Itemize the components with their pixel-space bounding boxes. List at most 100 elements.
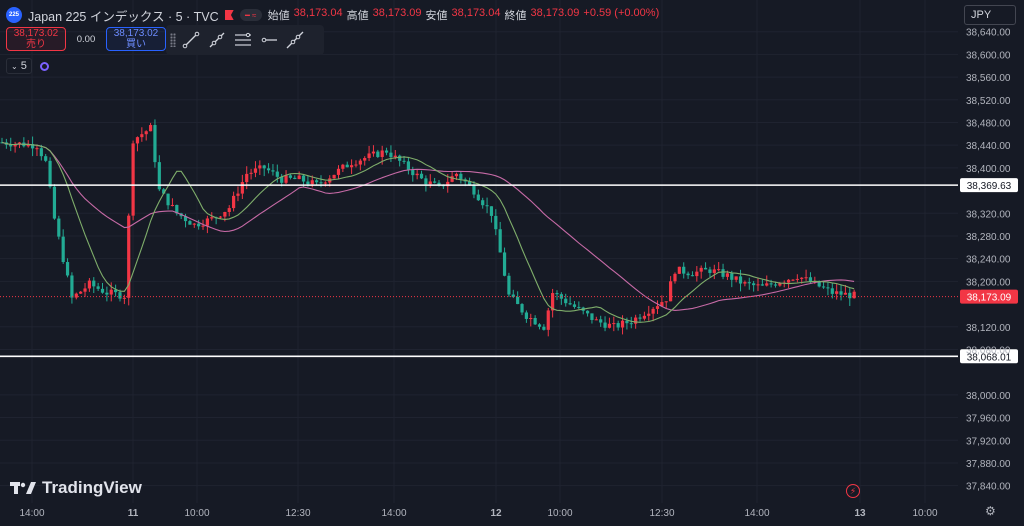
candle-body — [502, 252, 507, 276]
candle-body — [258, 165, 262, 169]
candle-body — [485, 205, 489, 207]
candle-body — [253, 168, 258, 173]
candle-body — [402, 160, 406, 162]
candle-body — [620, 320, 625, 328]
candle-body — [79, 291, 83, 294]
candle-body — [511, 294, 515, 297]
horizontal-line-label: 38,369.63 — [967, 181, 1012, 192]
candle-body — [459, 173, 463, 180]
candle-body — [730, 273, 734, 280]
candle-body — [472, 185, 476, 195]
candle-body — [114, 289, 118, 293]
candle-body — [240, 182, 244, 194]
candle-body — [183, 216, 188, 222]
low-label: 安値 — [425, 10, 448, 22]
candle-body — [717, 269, 721, 271]
y-axis-tick-label: 38,560.00 — [966, 73, 1011, 84]
candle-body — [332, 174, 336, 179]
ray-icon[interactable] — [206, 29, 228, 51]
candle-body — [594, 319, 598, 321]
candle-body — [249, 172, 253, 174]
candle-body — [166, 193, 170, 206]
candle-body — [44, 156, 48, 161]
candle-body — [778, 283, 782, 286]
symbol-logo[interactable]: 225 — [6, 7, 22, 23]
candle-body — [830, 288, 834, 294]
candle-body — [100, 288, 105, 293]
candle-body — [677, 266, 681, 274]
candle-body — [345, 164, 349, 168]
candle-body — [603, 322, 607, 328]
indicator-circle-icon[interactable] — [39, 61, 49, 71]
x-axis-tick-label: 10:00 — [912, 508, 937, 519]
candle-body — [389, 152, 393, 158]
parallel-channel-icon[interactable] — [232, 29, 254, 51]
last-price-label: 38,173.09 — [967, 293, 1012, 304]
y-axis-tick-label: 38,640.00 — [966, 28, 1011, 39]
candle-body — [275, 171, 279, 177]
candle-body — [537, 324, 542, 327]
candle-body — [306, 181, 310, 185]
candle-body — [446, 181, 450, 187]
candle-body — [590, 313, 594, 320]
candle-body — [411, 169, 415, 176]
y-axis-tick-label: 37,960.00 — [966, 414, 1011, 425]
interval-button[interactable]: ⌄ 5 — [6, 58, 32, 74]
symbol-title[interactable]: Japan 225 インデックス · 5 · TVC — [28, 9, 219, 24]
candle-body — [135, 137, 140, 144]
x-axis-tick-label: 11 — [128, 508, 139, 519]
candle-body — [625, 320, 629, 324]
candle-body — [734, 276, 738, 280]
candle-body — [297, 175, 301, 180]
candle-body — [454, 173, 459, 177]
candle-body — [227, 208, 231, 212]
candle-body — [424, 178, 428, 185]
x-axis-tick-label: 14:00 — [19, 508, 44, 519]
currency-button[interactable]: JPY — [964, 5, 1016, 25]
candle-body — [498, 229, 502, 253]
candle-body — [192, 223, 196, 225]
candle-body — [358, 160, 362, 165]
horizontal-ray-icon[interactable] — [258, 29, 280, 51]
buy-button[interactable]: 38,173.02 買い — [106, 27, 166, 51]
y-axis-tick-label: 38,400.00 — [966, 164, 1011, 175]
visibility-toggle-icon[interactable]: ━ ≈ — [239, 9, 262, 21]
candle-body — [393, 155, 397, 158]
candle-body — [629, 323, 633, 325]
candle-body — [852, 291, 856, 299]
trade-panel: 38,173.02 売り 0.00 38,173.02 買い — [6, 27, 166, 51]
candle-body — [415, 173, 419, 176]
gear-icon[interactable]: ⚙ — [985, 504, 996, 518]
candle-body — [651, 308, 655, 314]
candle-body — [529, 317, 533, 319]
candle-body — [520, 304, 524, 313]
candle-body — [647, 313, 651, 316]
candle-body — [301, 175, 306, 182]
candle-body — [284, 175, 288, 183]
y-axis-tick-label: 38,280.00 — [966, 232, 1011, 243]
drag-handle-icon[interactable] — [170, 33, 176, 47]
y-axis-tick-label: 38,120.00 — [966, 323, 1011, 334]
buy-price: 38,173.02 — [113, 28, 159, 39]
candle-body — [607, 323, 612, 328]
candle-body — [568, 303, 572, 305]
lightning-icon[interactable]: ⚡ — [846, 484, 860, 498]
y-axis-tick-label: 38,320.00 — [966, 209, 1011, 220]
candle-body — [367, 153, 371, 159]
flag-icon[interactable] — [224, 10, 234, 20]
candle-body — [481, 200, 485, 206]
candle-body — [70, 275, 74, 298]
watermark-text: TradingView — [42, 478, 142, 497]
low-value: 38,173.04 — [451, 7, 501, 19]
interval-row: ⌄ 5 — [6, 58, 49, 74]
candle-body — [39, 148, 43, 157]
extended-line-icon[interactable] — [284, 29, 306, 51]
trend-line-icon[interactable] — [180, 29, 202, 51]
candle-body — [551, 293, 555, 311]
candle-body — [743, 282, 747, 284]
candle-body — [157, 162, 161, 190]
sell-button[interactable]: 38,173.02 売り — [6, 27, 66, 51]
candle-body — [205, 218, 209, 226]
